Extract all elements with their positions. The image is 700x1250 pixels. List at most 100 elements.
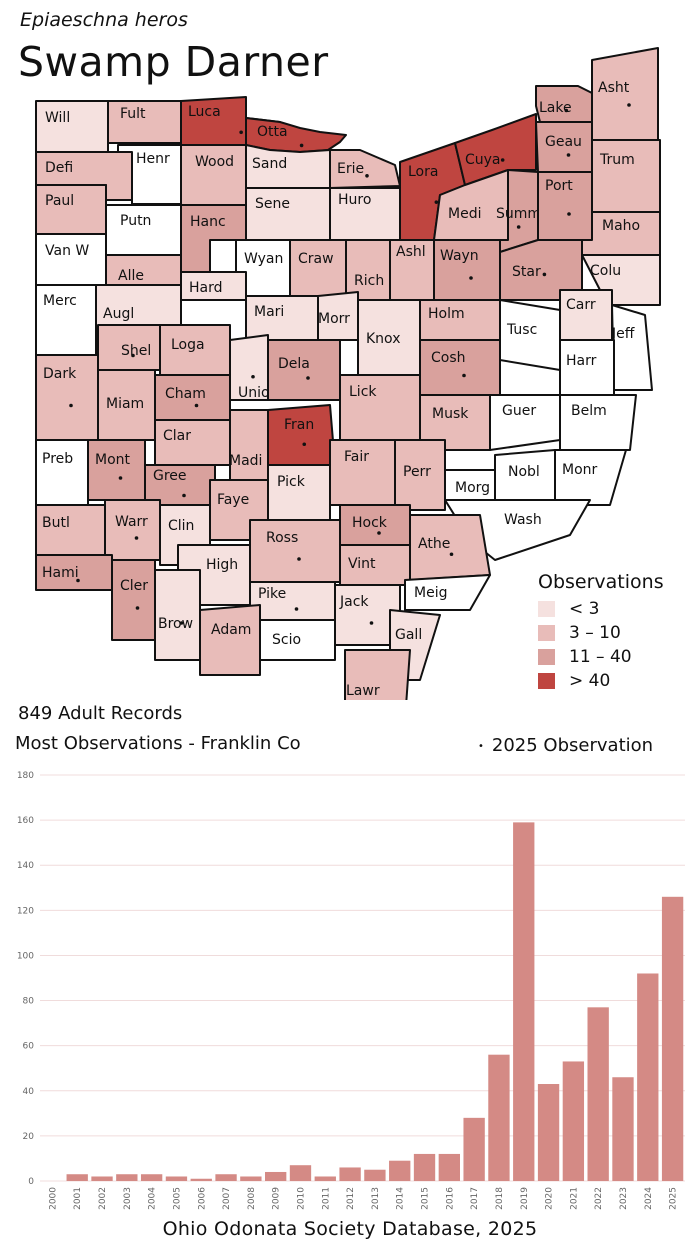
county-label: Sene	[255, 196, 290, 212]
county-label: Dela	[278, 356, 310, 372]
x-tick-label: 2020	[545, 1187, 555, 1210]
bar-2007	[215, 1174, 237, 1181]
county-label: Summ	[496, 206, 541, 222]
y-tick-label: 140	[17, 861, 34, 871]
y-tick-label: 120	[17, 906, 34, 916]
county-label: Monr	[562, 462, 598, 478]
county-label: Dark	[43, 366, 77, 382]
legend-swatch	[538, 649, 555, 665]
y-tick-label: 100	[17, 951, 34, 961]
county-jeff: Jeff	[611, 304, 653, 391]
county-label: Meig	[414, 585, 447, 601]
county-label: Fran	[284, 417, 314, 433]
county-holm: Holm	[419, 299, 501, 341]
county-nobl: Nobl	[494, 449, 556, 501]
county-athe: Athe	[409, 514, 491, 581]
county-dela: Dela	[267, 339, 341, 401]
county-guer: Guer	[489, 394, 561, 451]
county-lake: Lake	[535, 85, 593, 123]
bar-2022	[587, 1007, 609, 1181]
county-shape	[111, 559, 156, 641]
county-label: Morg	[455, 480, 490, 496]
county-shape	[289, 239, 347, 297]
bar-2003	[116, 1174, 138, 1181]
county-label: Port	[545, 178, 573, 194]
county-label: Knox	[366, 331, 400, 347]
x-tick-label: 2002	[98, 1187, 108, 1210]
county-label: Lake	[539, 100, 572, 116]
bar-2023	[612, 1077, 634, 1181]
county-label: Unio	[238, 385, 270, 401]
county-label: Merc	[43, 293, 77, 309]
x-tick-label: 2025	[669, 1187, 679, 1210]
county-shape	[611, 304, 653, 391]
county-meig: Meig	[404, 574, 491, 611]
legend-swatch	[538, 673, 555, 689]
legend-swatch	[538, 601, 555, 617]
bar-2015	[413, 1153, 436, 1181]
observation-2025-dot	[469, 276, 473, 280]
county-perr: Perr	[394, 439, 446, 511]
county-label: Gree	[153, 468, 187, 484]
county-label: Loga	[171, 337, 205, 353]
county-label: Mont	[95, 452, 131, 468]
x-tick-label: 2023	[619, 1187, 629, 1210]
county-label: Will	[45, 110, 70, 126]
county-fult: Fult	[107, 100, 182, 144]
county-cosh: Cosh	[419, 339, 501, 396]
county-label: Hanc	[190, 214, 226, 230]
county-label: Craw	[298, 251, 334, 267]
bar-2004	[140, 1174, 163, 1181]
county-asht: Asht	[591, 47, 659, 141]
county-label: Putn	[120, 213, 151, 229]
x-tick-label: 2006	[197, 1187, 207, 1210]
county-label: Musk	[432, 406, 469, 422]
observation-2025-dot	[251, 374, 255, 379]
observation-2025-dot	[69, 403, 73, 408]
observation-2025-dot	[131, 353, 135, 358]
county-scio: Scio	[259, 619, 336, 661]
county-label: Scio	[272, 632, 301, 648]
county-fair: Fair	[329, 439, 396, 506]
x-tick-label: 2011	[321, 1187, 331, 1210]
county-putn: Putn	[105, 204, 182, 256]
x-tick-label: 2009	[272, 1187, 282, 1210]
legend-label: 11 – 40	[569, 647, 632, 667]
county-label: Cler	[120, 578, 148, 594]
county-ross: Ross	[249, 519, 341, 583]
county-label: Colu	[590, 263, 621, 279]
county-otta: Otta	[245, 117, 347, 153]
bar-2017	[463, 1117, 485, 1181]
county-label: Vint	[348, 556, 376, 572]
county-tusc: Tusc	[499, 299, 561, 371]
bar-2021	[562, 1061, 585, 1181]
county-label: Clin	[168, 518, 194, 534]
county-vint: Vint	[339, 544, 411, 586]
legend-item: 11 – 40	[538, 645, 664, 669]
county-label: Morr	[318, 311, 350, 327]
county-knox: Knox	[357, 299, 421, 381]
x-tick-label: 2015	[421, 1187, 431, 1210]
county-shape	[344, 649, 411, 700]
county-label: Perr	[403, 464, 431, 480]
bar-2010	[289, 1165, 312, 1181]
county-label: Augl	[103, 306, 134, 322]
county-adam: Adam	[199, 604, 261, 676]
yearly-observations-bar-chart: 0 20 40 60 80 100 120 140 160 180 2000 2001 2002 2003…	[17, 771, 685, 1210]
county-port: Port	[537, 171, 593, 241]
county-star: Star	[499, 239, 583, 301]
county-morg: Morg	[444, 469, 496, 501]
bar-2020	[537, 1084, 560, 1181]
county-butl: Butl	[35, 504, 106, 556]
county-shape	[199, 604, 261, 676]
county-label: Mari	[254, 304, 284, 320]
county-label: Tusc	[506, 322, 537, 338]
county-label: Maho	[602, 218, 640, 234]
county-label: Fult	[120, 106, 146, 122]
county-trum: Trum	[591, 139, 661, 213]
county-lawr: Lawr	[344, 649, 411, 700]
county-shape	[329, 149, 401, 189]
observation-2025-dot	[179, 621, 184, 625]
county-shape	[554, 449, 627, 506]
observation-2025-dot	[134, 536, 139, 540]
